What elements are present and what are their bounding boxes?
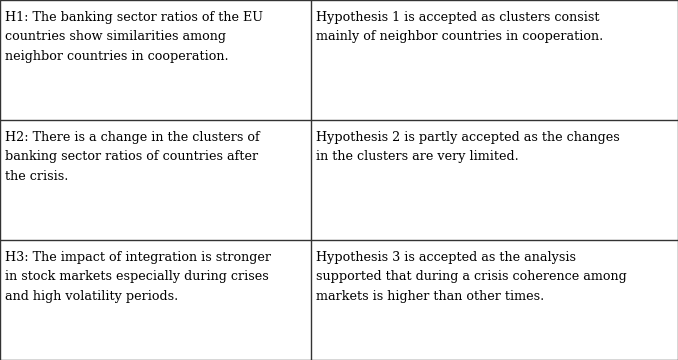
Text: H2: There is a change in the clusters of
banking sector ratios of countries afte: H2: There is a change in the clusters of…: [5, 131, 260, 183]
Text: Hypothesis 2 is partly accepted as the changes
in the clusters are very limited.: Hypothesis 2 is partly accepted as the c…: [316, 131, 620, 163]
Text: H3: The impact of integration is stronger
in stock markets especially during cri: H3: The impact of integration is stronge…: [5, 251, 271, 303]
Text: Hypothesis 3 is accepted as the analysis
supported that during a crisis coherenc: Hypothesis 3 is accepted as the analysis…: [316, 251, 626, 303]
Text: Hypothesis 1 is accepted as clusters consist
mainly of neighbor countries in coo: Hypothesis 1 is accepted as clusters con…: [316, 11, 603, 43]
Text: H1: The banking sector ratios of the EU
countries show similarities among
neighb: H1: The banking sector ratios of the EU …: [5, 11, 264, 63]
